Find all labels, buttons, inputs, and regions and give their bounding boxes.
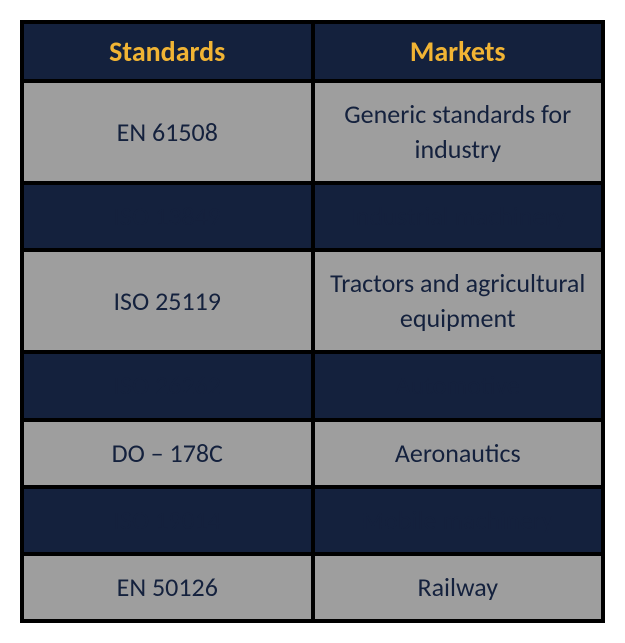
cell-market: Automotive bbox=[313, 352, 604, 419]
table-row: EN 61508Generic standards for industry bbox=[22, 81, 603, 183]
cell-market: Industrial machinery bbox=[313, 183, 604, 250]
cell-standard: EN 50126 bbox=[22, 554, 313, 621]
table-row: ISO 26262Automotive bbox=[22, 352, 603, 419]
cell-standard: ISO 13849 bbox=[22, 183, 313, 250]
col-header-standards: Standards bbox=[22, 22, 313, 81]
cell-standard: ISO 25119 bbox=[22, 250, 313, 352]
table-row: ISO 25119Tractors and agricultural equip… bbox=[22, 250, 603, 352]
table-row: DO – 178CAeronautics bbox=[22, 420, 603, 487]
cell-standard: ISO 26262 bbox=[22, 352, 313, 419]
cell-market: Mobile machinery bbox=[313, 487, 604, 554]
table-row: EN 50126Railway bbox=[22, 554, 603, 621]
cell-market: Aeronautics bbox=[313, 420, 604, 487]
table-row: ISO 13849Industrial machinery bbox=[22, 183, 603, 250]
col-header-markets: Markets bbox=[313, 22, 604, 81]
standards-markets-table: Standards Markets EN 61508Generic standa… bbox=[20, 20, 605, 623]
cell-market: Railway bbox=[313, 554, 604, 621]
table-header-row: Standards Markets bbox=[22, 22, 603, 81]
cell-market: Tractors and agricultural equipment bbox=[313, 250, 604, 352]
cell-market: Generic standards for industry bbox=[313, 81, 604, 183]
table-row: ISO 19014Mobile machinery bbox=[22, 487, 603, 554]
cell-standard: EN 61508 bbox=[22, 81, 313, 183]
cell-standard: ISO 19014 bbox=[22, 487, 313, 554]
cell-standard: DO – 178C bbox=[22, 420, 313, 487]
